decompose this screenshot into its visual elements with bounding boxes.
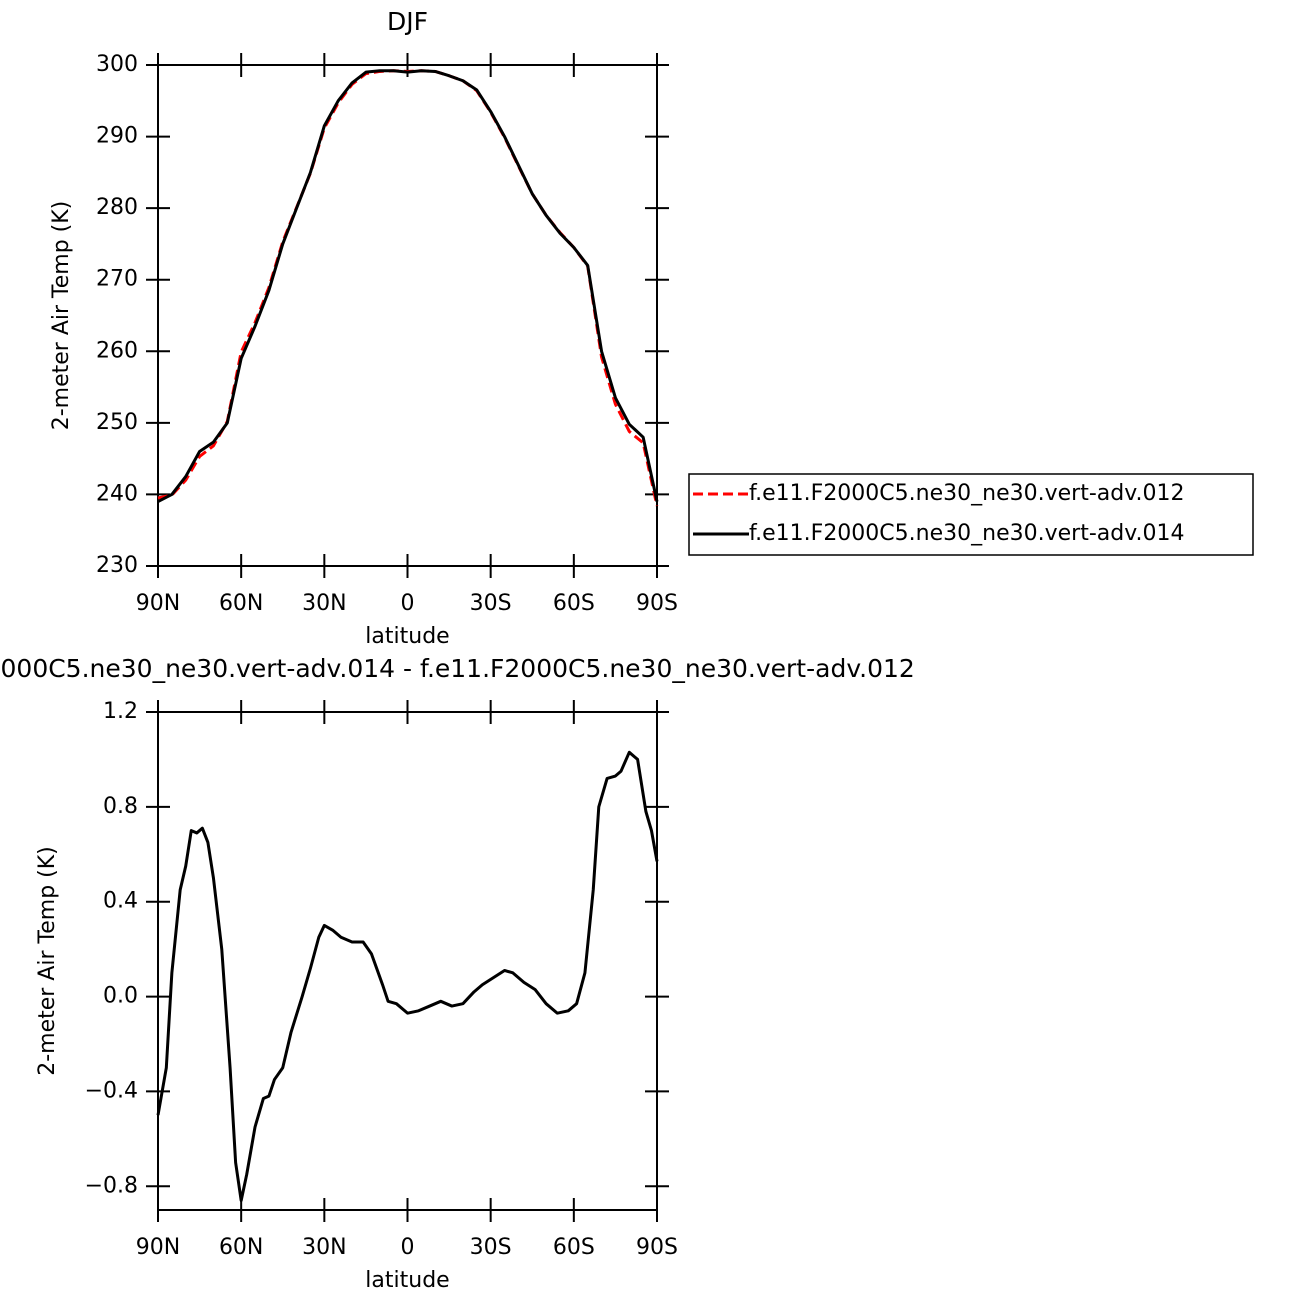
x-tick-label: 30N: [302, 591, 346, 616]
y-tick-label: 280: [96, 195, 138, 220]
x-tick-label: 0: [401, 1235, 415, 1260]
y-tick-label: 300: [96, 52, 138, 77]
x-tick-label: 30S: [470, 1235, 512, 1260]
series-line: [157, 69, 659, 503]
chart-title: f.e11.F2000C5.ne30_ne30.vert-adv.014 - f…: [0, 654, 915, 683]
y-axis-label: 2-meter Air Temp (K): [35, 846, 60, 1076]
y-tick-label: 270: [96, 267, 138, 292]
y-tick-label: 290: [96, 124, 138, 149]
x-tick-label: 60S: [553, 1235, 595, 1260]
x-tick-label: 90N: [136, 1235, 180, 1260]
x-tick-label: 90S: [636, 591, 678, 616]
y-tick-label: 230: [96, 553, 138, 578]
x-tick-label: 90N: [136, 591, 180, 616]
x-axis-label: latitude: [365, 624, 449, 649]
y-tick-label: 0.8: [103, 794, 138, 819]
legend-label: f.e11.F2000C5.ne30_ne30.vert-adv.014: [749, 521, 1185, 546]
series-line: [156, 750, 659, 1203]
y-tick-label: 0.4: [103, 889, 138, 914]
y-tick-label: −0.8: [85, 1173, 138, 1198]
x-tick-label: 60N: [219, 1235, 263, 1260]
x-tick-label: 90S: [636, 1235, 678, 1260]
legend-box: [688, 473, 1254, 556]
chart-title: DJF: [387, 7, 428, 36]
y-tick-label: 240: [96, 481, 138, 506]
x-tick-label: 30S: [470, 591, 512, 616]
legend-label: f.e11.F2000C5.ne30_ne30.vert-adv.012: [749, 481, 1185, 506]
x-tick-label: 60N: [219, 591, 263, 616]
x-tick-label: 30N: [302, 1235, 346, 1260]
y-tick-label: −0.4: [85, 1078, 138, 1103]
y-tick-label: 260: [96, 338, 138, 363]
y-tick-label: 250: [96, 410, 138, 435]
plot-frame: [157, 711, 658, 1211]
x-tick-label: 60S: [553, 591, 595, 616]
x-tick-label: 0: [401, 591, 415, 616]
y-tick-label: 0.0: [103, 984, 138, 1009]
y-axis-label: 2-meter Air Temp (K): [49, 201, 74, 431]
series-line: [157, 69, 659, 507]
x-axis-label: latitude: [365, 1268, 449, 1293]
plot-frame: [157, 64, 658, 567]
y-tick-label: 1.2: [103, 699, 138, 724]
